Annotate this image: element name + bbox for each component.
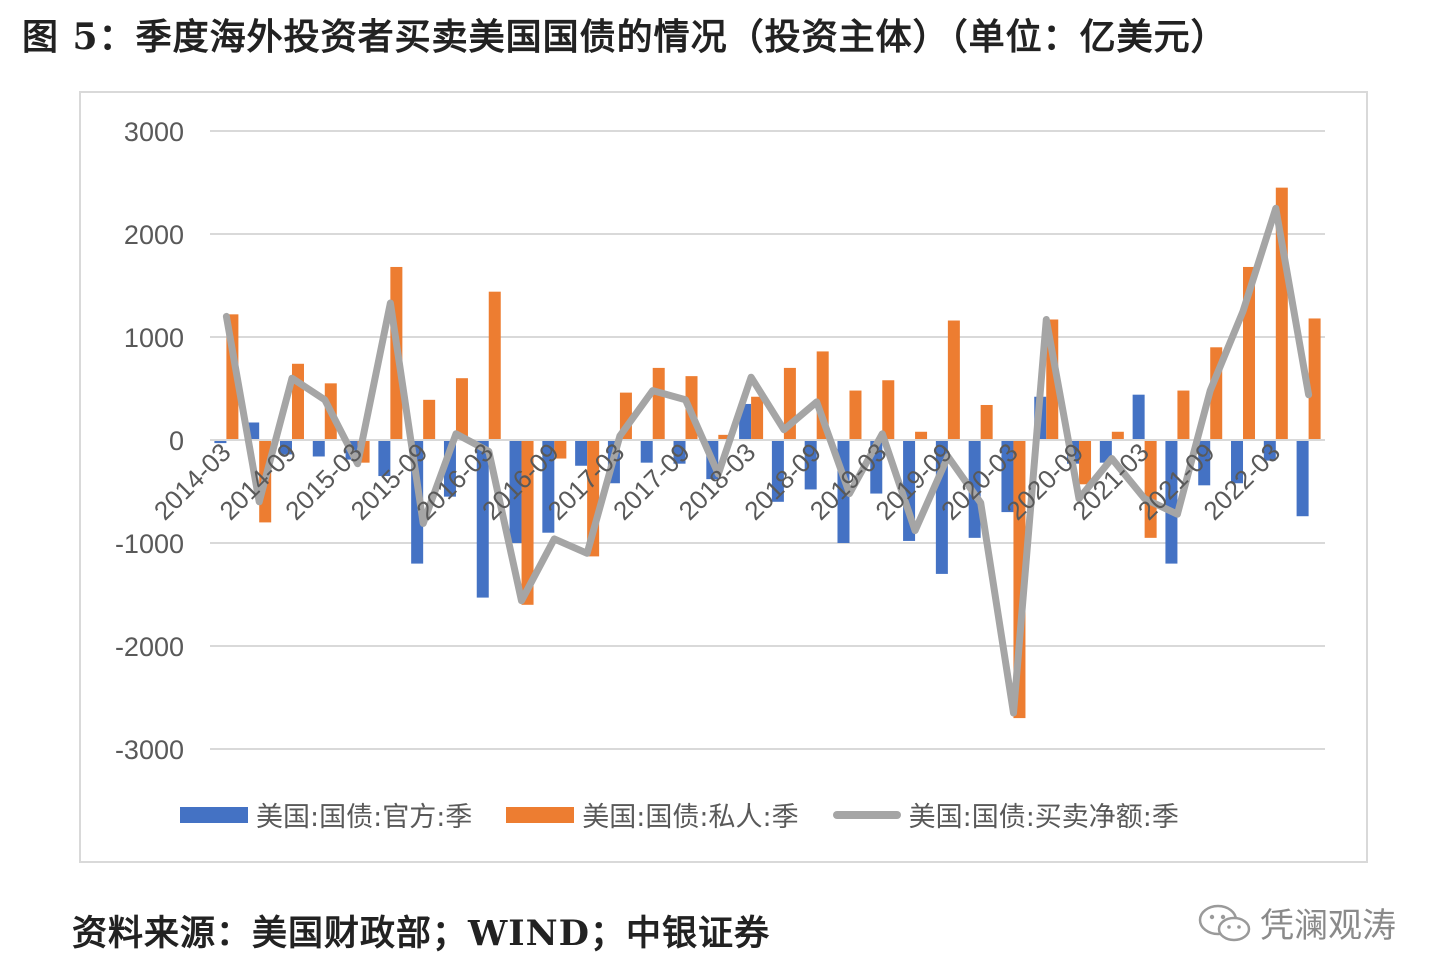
legend-swatch-private [506, 806, 575, 823]
bar-private [1144, 440, 1157, 538]
watermark: 凭澜观涛 [1196, 898, 1396, 947]
bar-official [575, 440, 588, 466]
bar-official [804, 440, 817, 490]
line-net [222, 204, 1313, 717]
bar-private [1111, 431, 1124, 440]
y-tick-label: -1000 [115, 529, 184, 559]
bar-official [1198, 440, 1211, 486]
bar-private [455, 378, 468, 440]
bar-private [718, 434, 731, 440]
bar-official [378, 440, 391, 477]
y-tick-label: 2000 [124, 220, 184, 250]
legend: 美国:国债:官方:季 美国:国债:私人:季 美国:国债:买卖净额:季 [180, 795, 1213, 834]
bar-official [1296, 440, 1309, 517]
bar-official [640, 440, 653, 463]
bar-private [1177, 390, 1190, 440]
legend-swatch-net [832, 810, 901, 819]
bar-official [771, 440, 784, 502]
legend-swatch-official [180, 806, 248, 823]
bar-private [882, 380, 895, 440]
bar-private [947, 320, 960, 440]
y-tick-label: -2000 [115, 632, 184, 662]
bar-official [1165, 440, 1178, 564]
bar-private [521, 440, 534, 605]
y-tick-label: -3000 [115, 735, 184, 765]
legend-label-private: 美国:国债:私人:季 [582, 802, 799, 833]
bar-private [554, 440, 567, 459]
watermark-text: 凭澜观涛 [1260, 906, 1396, 946]
source-note: 资料来源：美国财政部；WIND；中银证券 [72, 913, 771, 954]
legend-label-official: 美国:国债:官方:季 [256, 802, 473, 833]
bar-private [980, 404, 993, 440]
legend-item-official: 美国:国债:官方:季 [180, 795, 472, 834]
legend-label-net: 美国:国债:买卖净额:季 [908, 802, 1179, 833]
bar-official [542, 440, 555, 533]
legend-item-private: 美国:国债:私人:季 [506, 795, 799, 834]
bar-private [652, 367, 665, 440]
bar-official [673, 440, 686, 464]
bar-official [509, 440, 522, 543]
bar-official [279, 440, 292, 455]
wechat-icon [1198, 904, 1251, 941]
bar-private [1308, 318, 1321, 440]
bar-private [423, 399, 436, 440]
bar-official [1001, 440, 1014, 513]
bar-official [247, 422, 260, 440]
bar-official [312, 440, 325, 457]
bar-official [476, 440, 489, 598]
chart-title: 图 5：季度海外投资者买卖美国国债的情况（投资主体）（单位：亿美元） [22, 16, 1228, 58]
bar-private [1079, 440, 1092, 485]
bar-official [1132, 394, 1145, 440]
y-tick-label: 0 [169, 426, 184, 456]
bar-private [1013, 440, 1026, 719]
bar-private [751, 396, 764, 440]
bar-official [1263, 440, 1276, 461]
y-tick-label: 1000 [124, 323, 184, 353]
bar-official [1231, 440, 1244, 484]
y-tick-label: 3000 [124, 117, 184, 147]
bar-official [214, 440, 227, 444]
bar-private [849, 390, 862, 440]
bar-private [915, 431, 928, 440]
legend-item-net: 美国:国债:买卖净额:季 [832, 795, 1179, 834]
bar-private [488, 291, 501, 440]
